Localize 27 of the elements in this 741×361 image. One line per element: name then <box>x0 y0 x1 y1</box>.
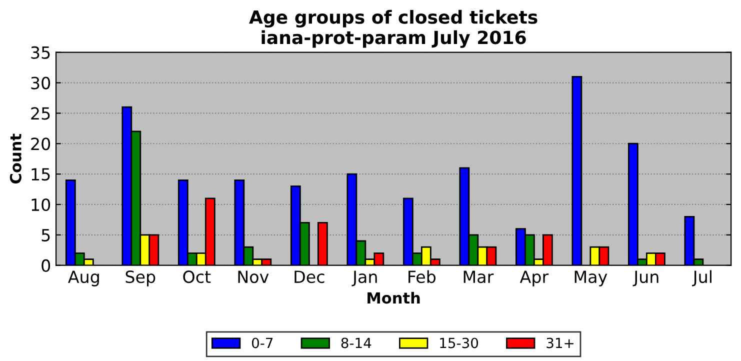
x-tick-label: Feb <box>408 270 436 284</box>
x-axis-title: Month <box>368 292 420 304</box>
x-tick-label: Jul <box>692 270 712 286</box>
x-tick-label: Oct <box>183 270 211 284</box>
x-tick-label: Aug <box>68 270 99 286</box>
chart-title: Age groups of closed tickets iana-prot-param July 2016 <box>249 10 538 48</box>
y-tick-label: 15 <box>32 168 50 181</box>
legend-label: 0-7 <box>252 338 273 348</box>
x-tick-label: Apr <box>520 270 549 286</box>
y-axis-title: Count <box>10 134 22 184</box>
legend-label: 15-30 <box>440 338 478 348</box>
y-tick-label: 5 <box>42 229 50 242</box>
y-tick-label: 0 <box>42 259 50 272</box>
x-tick-label: Jan <box>352 270 377 286</box>
y-tick-label: 25 <box>31 107 50 120</box>
y-tick-label: 20 <box>31 138 50 150</box>
legend-label: 31+ <box>546 338 574 348</box>
x-tick-label: Mar <box>464 270 494 284</box>
legend-label: 8-14 <box>341 338 372 348</box>
x-tick-label: Dec <box>294 270 324 284</box>
x-tick-label: Nov <box>238 270 269 284</box>
x-tick-label: Sep <box>126 270 156 286</box>
y-tick-label: 35 <box>31 46 50 59</box>
x-tick-label: Jun <box>632 270 658 286</box>
y-tick-label: 10 <box>32 198 50 212</box>
y-tick-label: 30 <box>31 76 50 90</box>
x-tick-label: May <box>574 270 608 286</box>
